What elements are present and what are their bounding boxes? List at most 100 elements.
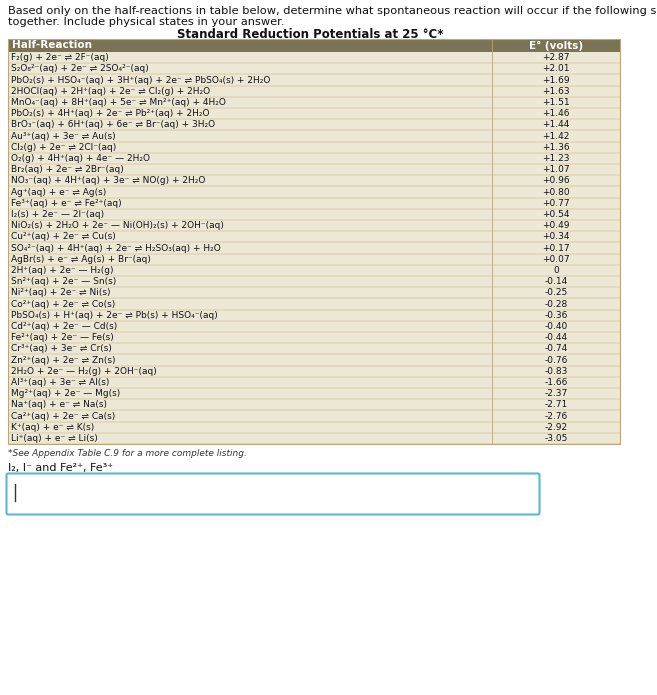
Bar xyxy=(8,354,620,366)
Text: Sn²⁺(aq) + 2e⁻ — Sn(s): Sn²⁺(aq) + 2e⁻ — Sn(s) xyxy=(11,277,116,286)
Text: Mg²⁺(aq) + 2e⁻ — Mg(s): Mg²⁺(aq) + 2e⁻ — Mg(s) xyxy=(11,389,120,398)
Text: +1.23: +1.23 xyxy=(542,154,570,163)
Text: +0.77: +0.77 xyxy=(542,199,570,208)
Text: +0.96: +0.96 xyxy=(542,177,570,186)
Text: -2.92: -2.92 xyxy=(545,423,568,432)
Text: -0.40: -0.40 xyxy=(545,322,568,331)
Bar xyxy=(8,399,620,411)
Text: Standard Reduction Potentials at 25 °C*: Standard Reduction Potentials at 25 °C* xyxy=(177,28,443,41)
Bar xyxy=(8,175,620,186)
Bar xyxy=(8,39,620,52)
Bar xyxy=(8,309,620,321)
FancyBboxPatch shape xyxy=(7,473,539,514)
Text: Fe³⁺(aq) + e⁻ ⇌ Fe²⁺(aq): Fe³⁺(aq) + e⁻ ⇌ Fe²⁺(aq) xyxy=(11,199,122,208)
Text: +0.80: +0.80 xyxy=(542,188,570,197)
Bar xyxy=(8,39,620,444)
Text: +1.51: +1.51 xyxy=(542,98,570,107)
Bar xyxy=(8,108,620,120)
Bar xyxy=(8,254,620,265)
Bar xyxy=(8,186,620,197)
Text: 0: 0 xyxy=(553,266,559,275)
Text: +0.07: +0.07 xyxy=(542,254,570,263)
Text: SO₄²⁻(aq) + 4H⁺(aq) + 2e⁻ ⇌ H₂SO₃(aq) + H₂O: SO₄²⁻(aq) + 4H⁺(aq) + 2e⁻ ⇌ H₂SO₃(aq) + … xyxy=(11,243,221,252)
Text: 2H⁺(aq) + 2e⁻ — H₂(g): 2H⁺(aq) + 2e⁻ — H₂(g) xyxy=(11,266,114,275)
Bar xyxy=(8,97,620,108)
Bar xyxy=(8,52,620,63)
Text: S₂O₈²⁻(aq) + 2e⁻ ⇌ 2SO₄²⁻(aq): S₂O₈²⁻(aq) + 2e⁻ ⇌ 2SO₄²⁻(aq) xyxy=(11,65,148,73)
Bar xyxy=(8,120,620,131)
Text: MnO₄⁻(aq) + 8H⁺(aq) + 5e⁻ ⇌ Mn²⁺(aq) + 4H₂O: MnO₄⁻(aq) + 8H⁺(aq) + 5e⁻ ⇌ Mn²⁺(aq) + 4… xyxy=(11,98,226,107)
Text: Au³⁺(aq) + 3e⁻ ⇌ Au(s): Au³⁺(aq) + 3e⁻ ⇌ Au(s) xyxy=(11,131,116,140)
Bar xyxy=(8,411,620,422)
Text: Br₂(aq) + 2e⁻ ⇌ 2Br⁻(aq): Br₂(aq) + 2e⁻ ⇌ 2Br⁻(aq) xyxy=(11,165,124,174)
Bar xyxy=(8,276,620,287)
Text: -0.28: -0.28 xyxy=(545,300,568,309)
Text: Cu²⁺(aq) + 2e⁻ ⇌ Cu(s): Cu²⁺(aq) + 2e⁻ ⇌ Cu(s) xyxy=(11,232,116,241)
Text: -0.74: -0.74 xyxy=(545,344,568,353)
Text: Cl₂(g) + 2e⁻ ⇌ 2Cl⁻(aq): Cl₂(g) + 2e⁻ ⇌ 2Cl⁻(aq) xyxy=(11,142,116,152)
Bar xyxy=(8,343,620,354)
Text: PbO₂(s) + 4H⁺(aq) + 2e⁻ ⇌ Pb²⁺(aq) + 2H₂O: PbO₂(s) + 4H⁺(aq) + 2e⁻ ⇌ Pb²⁺(aq) + 2H₂… xyxy=(11,109,210,118)
Text: +1.46: +1.46 xyxy=(542,109,570,118)
Bar xyxy=(8,164,620,175)
Bar xyxy=(8,231,620,243)
Text: -1.66: -1.66 xyxy=(544,378,568,387)
Text: +2.01: +2.01 xyxy=(542,65,570,73)
Bar xyxy=(8,366,620,377)
Bar xyxy=(8,265,620,276)
Bar xyxy=(8,287,620,298)
Bar xyxy=(8,74,620,85)
Bar xyxy=(8,298,620,309)
Text: PbO₂(s) + HSO₄⁻(aq) + 3H⁺(aq) + 2e⁻ ⇌ PbSO₄(s) + 2H₂O: PbO₂(s) + HSO₄⁻(aq) + 3H⁺(aq) + 2e⁻ ⇌ Pb… xyxy=(11,76,271,85)
Text: -0.83: -0.83 xyxy=(544,367,568,376)
Text: Ca²⁺(aq) + 2e⁻ ⇌ Ca(s): Ca²⁺(aq) + 2e⁻ ⇌ Ca(s) xyxy=(11,411,115,420)
Text: +1.42: +1.42 xyxy=(542,131,570,140)
Bar xyxy=(8,142,620,153)
Text: Ni²⁺(aq) + 2e⁻ ⇌ Ni(s): Ni²⁺(aq) + 2e⁻ ⇌ Ni(s) xyxy=(11,288,110,297)
Text: +0.54: +0.54 xyxy=(542,210,570,219)
Text: 2H₂O + 2e⁻ — H₂(g) + 2OH⁻(aq): 2H₂O + 2e⁻ — H₂(g) + 2OH⁻(aq) xyxy=(11,367,157,376)
Bar xyxy=(8,332,620,343)
Bar xyxy=(8,63,620,74)
Text: E° (volts): E° (volts) xyxy=(529,40,583,51)
Bar xyxy=(8,388,620,399)
Text: NO₃⁻(aq) + 4H⁺(aq) + 3e⁻ ⇌ NO(g) + 2H₂O: NO₃⁻(aq) + 4H⁺(aq) + 3e⁻ ⇌ NO(g) + 2H₂O xyxy=(11,177,206,186)
Text: +0.17: +0.17 xyxy=(542,243,570,252)
Text: -0.76: -0.76 xyxy=(544,356,568,364)
Text: +1.44: +1.44 xyxy=(542,120,570,129)
Text: Li⁺(aq) + e⁻ ⇌ Li(s): Li⁺(aq) + e⁻ ⇌ Li(s) xyxy=(11,434,98,443)
Text: Co²⁺(aq) + 2e⁻ ⇌ Co(s): Co²⁺(aq) + 2e⁻ ⇌ Co(s) xyxy=(11,300,115,309)
Text: Half-Reaction: Half-Reaction xyxy=(12,40,92,51)
Bar xyxy=(8,220,620,231)
Bar xyxy=(8,243,620,254)
Text: -3.05: -3.05 xyxy=(544,434,568,443)
Text: -2.71: -2.71 xyxy=(545,400,568,409)
Text: AgBr(s) + e⁻ ⇌ Ag(s) + Br⁻(aq): AgBr(s) + e⁻ ⇌ Ag(s) + Br⁻(aq) xyxy=(11,254,151,263)
Bar xyxy=(8,131,620,142)
Bar xyxy=(8,208,620,220)
Bar xyxy=(8,377,620,388)
Text: +1.36: +1.36 xyxy=(542,142,570,152)
Text: -0.14: -0.14 xyxy=(545,277,568,286)
Bar xyxy=(8,197,620,208)
Text: 2HOCl(aq) + 2H⁺(aq) + 2e⁻ ⇌ Cl₂(g) + 2H₂O: 2HOCl(aq) + 2H⁺(aq) + 2e⁻ ⇌ Cl₂(g) + 2H₂… xyxy=(11,87,210,96)
Text: -2.76: -2.76 xyxy=(545,411,568,420)
Text: -0.25: -0.25 xyxy=(545,288,568,297)
Text: Fe²⁺(aq) + 2e⁻ — Fe(s): Fe²⁺(aq) + 2e⁻ — Fe(s) xyxy=(11,333,114,342)
Text: Based only on the half-reactions in table below, determine what spontaneous reac: Based only on the half-reactions in tabl… xyxy=(8,6,657,16)
Text: +1.63: +1.63 xyxy=(542,87,570,96)
Text: Cd²⁺(aq) + 2e⁻ — Cd(s): Cd²⁺(aq) + 2e⁻ — Cd(s) xyxy=(11,322,117,331)
Text: F₂(g) + 2e⁻ ⇌ 2F⁻(aq): F₂(g) + 2e⁻ ⇌ 2F⁻(aq) xyxy=(11,53,109,62)
Text: PbSO₄(s) + H⁺(aq) + 2e⁻ ⇌ Pb(s) + HSO₄⁻(aq): PbSO₄(s) + H⁺(aq) + 2e⁻ ⇌ Pb(s) + HSO₄⁻(… xyxy=(11,311,217,320)
Text: K⁺(aq) + e⁻ ⇌ K(s): K⁺(aq) + e⁻ ⇌ K(s) xyxy=(11,423,94,432)
Text: Cr³⁺(aq) + 3e⁻ ⇌ Cr(s): Cr³⁺(aq) + 3e⁻ ⇌ Cr(s) xyxy=(11,344,112,353)
Text: BrO₃⁻(aq) + 6H⁺(aq) + 6e⁻ ⇌ Br⁻(aq) + 3H₂O: BrO₃⁻(aq) + 6H⁺(aq) + 6e⁻ ⇌ Br⁻(aq) + 3H… xyxy=(11,120,215,129)
Text: +0.34: +0.34 xyxy=(542,232,570,241)
Text: O₂(g) + 4H⁺(aq) + 4e⁻ — 2H₂O: O₂(g) + 4H⁺(aq) + 4e⁻ — 2H₂O xyxy=(11,154,150,163)
Text: *See Appendix Table C.9 for a more complete listing.: *See Appendix Table C.9 for a more compl… xyxy=(8,449,247,458)
Text: I₂, I⁻ and Fe²⁺, Fe³⁺: I₂, I⁻ and Fe²⁺, Fe³⁺ xyxy=(8,463,113,473)
Text: Zn²⁺(aq) + 2e⁻ ⇌ Zn(s): Zn²⁺(aq) + 2e⁻ ⇌ Zn(s) xyxy=(11,356,116,364)
Bar xyxy=(8,433,620,444)
Bar xyxy=(8,85,620,97)
Text: -0.36: -0.36 xyxy=(544,311,568,320)
